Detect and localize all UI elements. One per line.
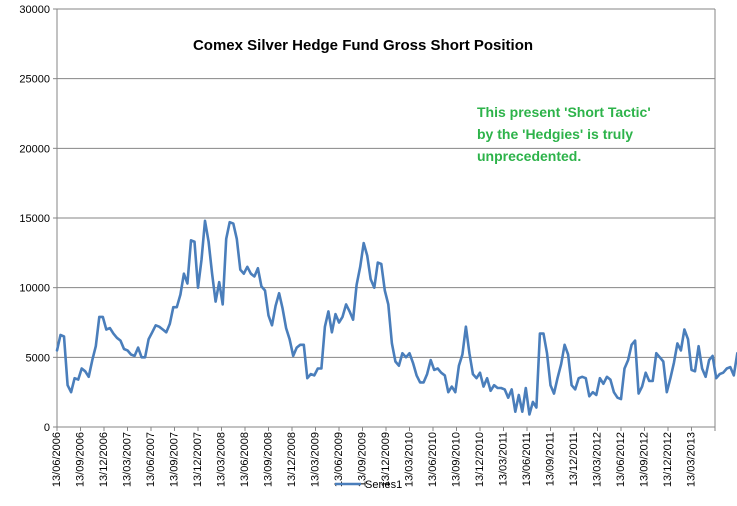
x-tick-label: 13/09/2009 <box>357 432 369 487</box>
x-tick-label: 13/03/2013 <box>686 432 698 487</box>
x-tick-label: 13/06/2006 <box>51 432 63 487</box>
x-tick-label: 13/06/2012 <box>615 432 627 487</box>
y-tick-label: 25000 <box>19 74 50 86</box>
x-tick-label: 13/09/2011 <box>545 432 557 486</box>
x-tick-label: 13/03/2008 <box>216 432 228 487</box>
y-axis-tick-labels: 0 5000 10000 15000 20000 25000 30000 <box>19 4 50 434</box>
x-tick-label: 13/09/2006 <box>75 432 87 487</box>
x-tick-label: 13/12/2008 <box>286 432 298 487</box>
x-axis-tick-labels: 13/06/2006 13/09/2006 13/12/2006 13/03/2007… <box>51 432 698 487</box>
x-tick-label: 13/06/2008 <box>239 432 251 487</box>
x-tick-label: 13/03/2012 <box>592 432 604 487</box>
annotation-text-line: by the 'Hedgies' is truly <box>477 126 633 142</box>
y-tick-label: 15000 <box>19 213 50 225</box>
x-tick-label: 13/12/2010 <box>474 432 486 487</box>
annotation-layer: This present 'Short Tactic' by the 'Hedgi… <box>477 104 651 164</box>
y-tick-label: 30000 <box>19 4 50 16</box>
annotation-text-line: unprecedented. <box>477 148 581 164</box>
y-tick-label: 5000 <box>26 352 50 364</box>
y-tick-label: 10000 <box>19 283 50 295</box>
y-tick-label: 0 <box>44 422 50 434</box>
x-tick-label: 13/12/2007 <box>192 432 204 487</box>
legend: Series1 <box>335 479 402 491</box>
axes <box>53 8 716 431</box>
gridlines <box>57 8 715 428</box>
series-line-0 <box>55 219 737 416</box>
x-tick-label: 13/09/2010 <box>451 432 463 487</box>
annotation-text-line: This present 'Short Tactic' <box>477 104 651 120</box>
x-tick-label: 13/06/2011 <box>521 432 533 486</box>
x-tick-label: 13/12/2006 <box>98 432 110 487</box>
x-tick-label: 13/03/2009 <box>310 432 322 487</box>
x-tick-label: 13/09/2007 <box>169 432 181 487</box>
y-tick-label: 20000 <box>19 143 50 155</box>
x-tick-label: 13/12/2011 <box>568 432 580 486</box>
x-tick-label: 13/09/2012 <box>639 432 651 487</box>
x-tick-label: 13/03/2011 <box>498 432 510 486</box>
x-tick-label: 13/03/2007 <box>122 432 134 487</box>
x-tick-label: 13/12/2012 <box>662 432 674 487</box>
chart-title: Comex Silver Hedge Fund Gross Short Posi… <box>193 37 533 54</box>
series-layer <box>55 219 737 416</box>
x-tick-label: 13/06/2009 <box>333 432 345 487</box>
x-tick-label: 13/12/2009 <box>380 432 392 487</box>
x-tick-label: 13/03/2010 <box>404 432 416 487</box>
x-tick-label: 13/06/2007 <box>145 432 157 487</box>
x-tick-label: 13/06/2010 <box>427 432 439 487</box>
x-tick-label: 13/09/2008 <box>263 432 275 487</box>
legend-label: Series1 <box>365 479 402 491</box>
